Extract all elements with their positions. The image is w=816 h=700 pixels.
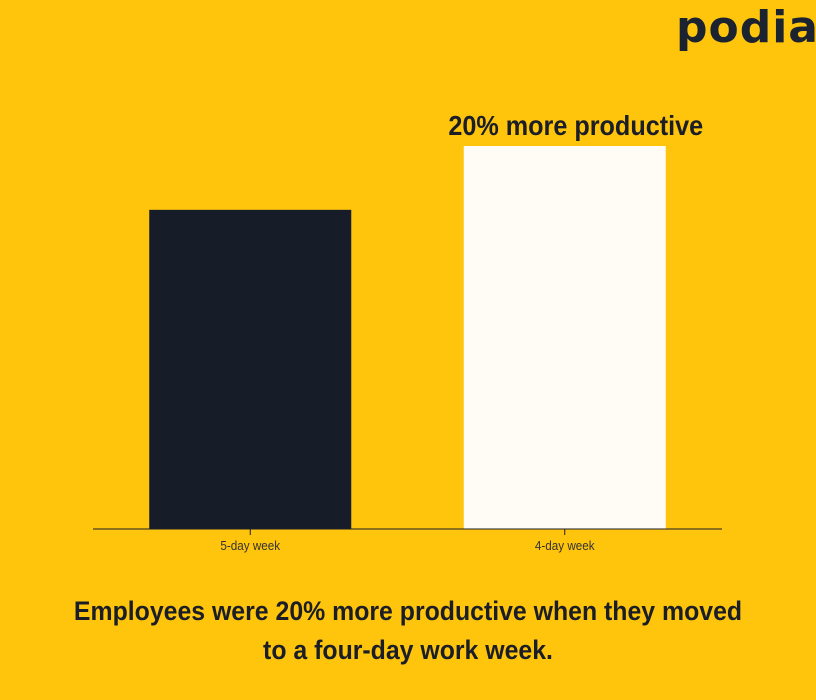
annotation-group: 20% more productive (448, 110, 703, 142)
bar-5-day-week (149, 209, 352, 530)
x-tick-label-5-day-week: 5-day week (220, 538, 281, 553)
x-tick-label-4-day-week: 4-day week (535, 538, 596, 553)
bar-chart: 5-day week 4-day week 20% more productive (93, 110, 722, 553)
podia-logo: podia (676, 2, 816, 53)
x-ticks-group: 5-day week 4-day week (220, 529, 595, 553)
chart-caption: Employees were 20% more productive when … (73, 596, 743, 665)
bar-4-day-week (463, 146, 666, 529)
annotation-4-day-week: 20% more productive (448, 110, 703, 142)
bars-group (149, 146, 666, 530)
